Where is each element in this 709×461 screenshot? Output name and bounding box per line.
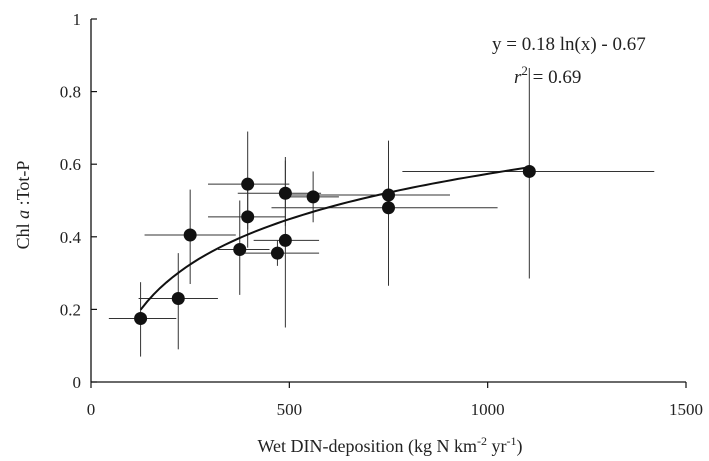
y-axis-label-part: :Tot-P [13,161,33,210]
data-point [306,190,320,204]
axes: 0 0.2 0.4 0.6 0.8 1 0 500 1000 1500 [60,10,703,419]
r-squared-symbol: r [514,67,522,88]
r-squared-superscript: 2 [521,63,528,78]
x-axis-label-sup: -2 [477,434,487,448]
x-tick-label: 500 [277,400,303,419]
y-tick-label: 1 [73,10,82,29]
y-tick-label: 0.6 [60,155,81,174]
data-point [171,292,185,306]
error-bars [108,68,655,357]
data-point [278,186,292,200]
x-axis-label-part: Wet DIN-deposition (kg N km [257,436,477,457]
x-axis-label-part: yr [487,436,507,456]
data-point [183,228,197,242]
y-tick-label: 0 [73,373,82,392]
x-tick-label: 1500 [669,400,703,419]
x-axis-label: Wet DIN-deposition (kg N km-2 yr-1) [257,434,522,457]
data-point [270,246,284,260]
x-axis-label-sup: -1 [507,434,517,448]
data-point [241,210,255,224]
y-tick-label: 0.2 [60,300,81,319]
y-axis-label-part: Chl [13,219,33,250]
data-points [134,164,536,325]
x-tick-label: 1000 [471,400,505,419]
data-point [134,311,148,325]
data-point [522,164,536,178]
fit-curve [139,166,530,311]
y-tick-label: 0.4 [60,228,82,247]
fit-curve-group [139,166,530,311]
r-squared-label: r2 = 0.69 [514,63,581,88]
x-tick-label: 0 [87,400,96,419]
fit-equation: y = 0.18 ln(x) - 0.67 [492,34,646,55]
data-point [382,201,395,215]
data-point [382,188,395,202]
data-point [233,243,247,257]
r-squared-value: = 0.69 [528,67,581,88]
y-tick-label: 0.8 [60,83,81,102]
data-point [278,233,292,247]
x-axis-label-part: ) [517,436,523,457]
data-point [241,177,255,191]
y-axis-label-italic: a [13,210,33,219]
y-axis-label: Chl a :Tot-P [13,161,33,250]
